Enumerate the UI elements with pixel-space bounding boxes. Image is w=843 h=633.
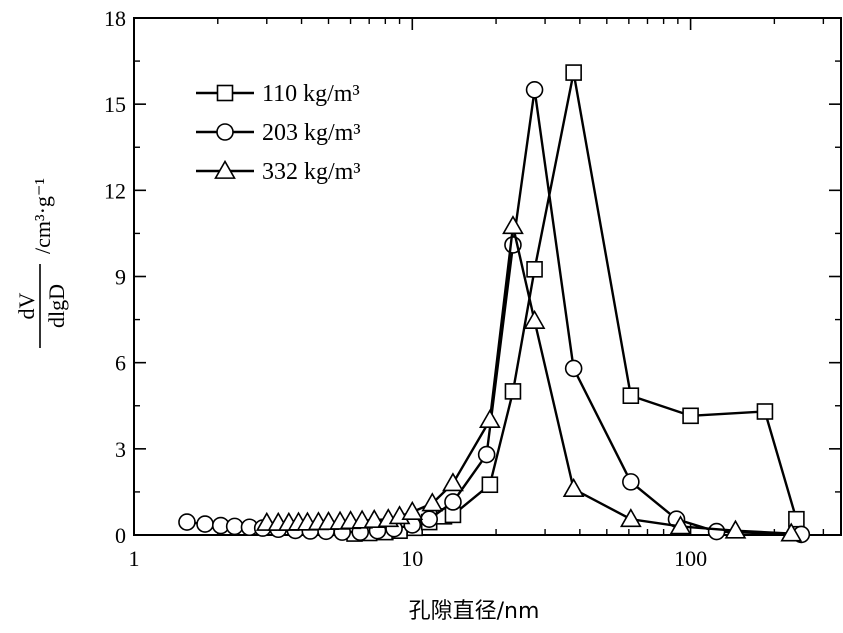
data-point-triangle	[401, 500, 424, 520]
legend-label-square: 110 kg/m³	[262, 81, 360, 107]
data-point-circle	[444, 493, 462, 511]
data-point-triangle	[724, 519, 747, 539]
data-point-circle	[564, 359, 583, 378]
series-square	[346, 64, 805, 542]
data-point-triangle	[780, 522, 803, 542]
data-point-circle	[196, 515, 214, 533]
data-point-square	[756, 403, 774, 420]
data-point-triangle	[421, 492, 444, 512]
data-point-circle	[178, 513, 196, 531]
data-point-square	[481, 476, 499, 494]
y-tick-label: 3	[115, 437, 126, 462]
data-point-square	[788, 510, 805, 528]
y-tick-label: 18	[104, 6, 126, 31]
y-axis-label-units: /cm³·g⁻¹	[30, 178, 55, 254]
y-tick-label: 15	[104, 92, 126, 117]
series-triangle	[255, 215, 803, 542]
series-line-square	[354, 71, 798, 535]
legend-label-triangle: 332 kg/m³	[262, 159, 361, 185]
y-tick-label: 9	[115, 265, 126, 290]
data-point-triangle	[363, 508, 386, 528]
data-point-square	[622, 387, 640, 404]
y-axis-label: dV dlgD /cm³·g⁻¹	[14, 178, 69, 348]
x-tick-label: 10	[401, 546, 423, 571]
series-circle	[178, 81, 811, 544]
data-point-triangle	[523, 309, 546, 329]
x-tick-label: 100	[674, 546, 707, 571]
legend: 110 kg/m³ 203 kg/m³ 332 kg/m³	[196, 81, 361, 185]
data-point-circle	[225, 517, 244, 536]
data-point-triangle	[562, 477, 585, 497]
data-point-triangle	[478, 408, 501, 429]
y-axis-ticks: 0 3 6 9 12 15 18	[104, 6, 841, 548]
legend-marker-triangle	[214, 159, 236, 179]
data-point-circle	[477, 445, 496, 464]
data-point-square	[504, 383, 522, 400]
data-point-triangle	[502, 215, 524, 235]
series-layer	[178, 64, 811, 544]
data-point-triangle	[619, 508, 642, 528]
y-tick-label: 12	[104, 178, 126, 203]
y-tick-label: 6	[115, 351, 126, 376]
x-axis-label: 孔隙直径/nm	[409, 599, 540, 624]
y-axis-label-denominator: dlgD	[44, 284, 69, 328]
y-axis-label-numerator: dV	[14, 292, 39, 319]
y-tick-label: 0	[115, 523, 126, 548]
data-point-triangle	[442, 472, 464, 492]
legend-marker-circle	[216, 123, 234, 141]
data-point-square	[526, 261, 543, 278]
data-point-square	[565, 64, 582, 81]
legend-marker-square	[216, 84, 234, 102]
data-point-circle	[420, 510, 438, 529]
x-tick-label: 1	[129, 546, 140, 571]
data-point-square	[682, 407, 699, 425]
legend-label-circle: 203 kg/m³	[262, 120, 361, 146]
data-point-circle	[622, 473, 640, 491]
data-point-circle	[525, 81, 544, 99]
data-point-triangle	[669, 515, 692, 535]
data-point-circle	[707, 522, 726, 541]
